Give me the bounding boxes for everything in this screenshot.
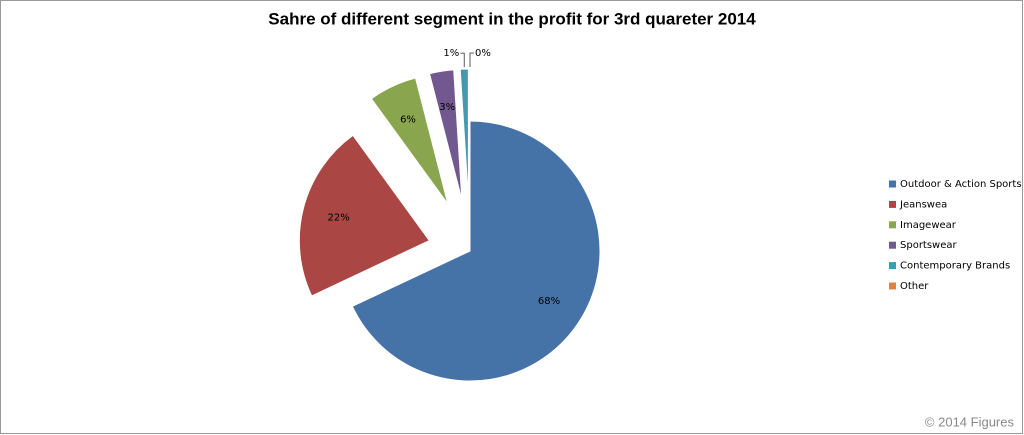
data-label: 22% bbox=[328, 212, 350, 223]
legend-swatch bbox=[889, 221, 896, 229]
pie-slice bbox=[351, 120, 601, 382]
legend-label: Contemporary Brands bbox=[900, 261, 1010, 272]
data-label: 0% bbox=[475, 48, 491, 59]
pie-slice bbox=[370, 77, 449, 205]
footnote: © 2014 Figures bbox=[925, 414, 1015, 429]
data-label: 3% bbox=[439, 102, 455, 113]
pie-slice bbox=[459, 68, 469, 200]
legend-label: Jeanswea bbox=[899, 199, 947, 210]
data-label: 68% bbox=[538, 296, 560, 307]
leader-line bbox=[460, 52, 465, 68]
legend-swatch bbox=[889, 262, 896, 270]
legend-label: Other bbox=[900, 281, 929, 292]
pie-slice bbox=[298, 134, 431, 297]
leader-line bbox=[469, 52, 474, 67]
legend-swatch bbox=[889, 282, 896, 290]
data-label: 6% bbox=[400, 114, 416, 125]
legend-swatch bbox=[889, 200, 896, 208]
legend-swatch bbox=[889, 241, 896, 249]
legend-swatch bbox=[889, 180, 896, 188]
legend-label: Sportswear bbox=[900, 240, 958, 251]
pie-slice bbox=[428, 69, 463, 200]
data-label: 1% bbox=[443, 48, 459, 59]
legend-label: Imagewear bbox=[900, 220, 957, 231]
chart-title: Sahre of different segment in the profit… bbox=[268, 9, 756, 28]
legend-label: Outdoor & Action Sports bbox=[900, 179, 1022, 190]
